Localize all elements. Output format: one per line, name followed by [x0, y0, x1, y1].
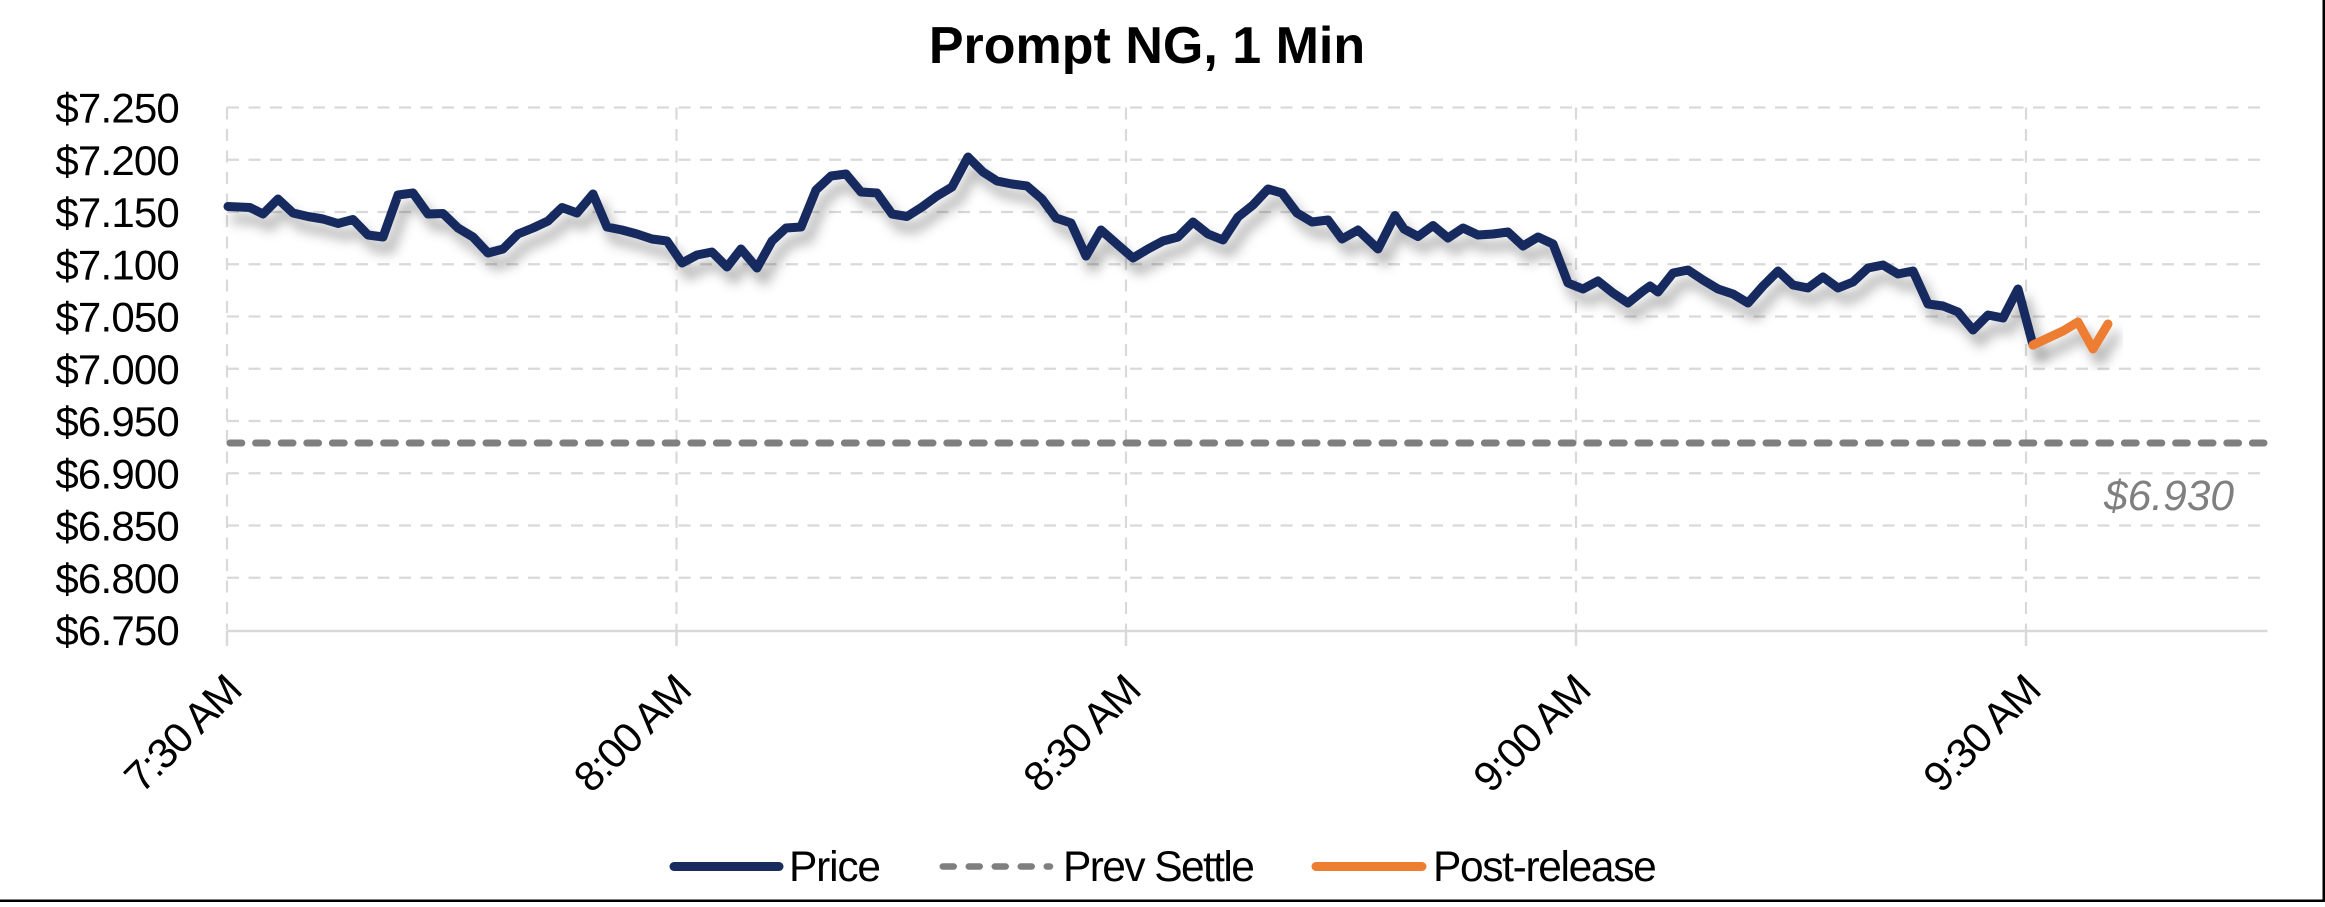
svg-text:$6.750: $6.750 [55, 607, 179, 654]
svg-text:$6.950: $6.950 [55, 398, 179, 445]
svg-text:$6.930: $6.930 [2103, 473, 2234, 520]
svg-text:$7.250: $7.250 [55, 85, 179, 132]
svg-text:$7.200: $7.200 [55, 137, 179, 184]
svg-text:Post-release: Post-release [1433, 844, 1655, 891]
svg-text:Prompt NG, 1 Min: Prompt NG, 1 Min [929, 17, 1365, 75]
svg-text:$7.050: $7.050 [55, 294, 179, 341]
svg-text:$6.850: $6.850 [55, 503, 179, 550]
svg-text:$6.800: $6.800 [55, 555, 179, 602]
svg-text:$6.900: $6.900 [55, 450, 179, 497]
svg-text:$7.100: $7.100 [55, 241, 179, 288]
svg-text:Prev Settle: Prev Settle [1063, 844, 1253, 891]
svg-text:$7.000: $7.000 [55, 346, 179, 393]
svg-text:Price: Price [789, 844, 880, 891]
svg-text:$7.150: $7.150 [55, 189, 179, 236]
